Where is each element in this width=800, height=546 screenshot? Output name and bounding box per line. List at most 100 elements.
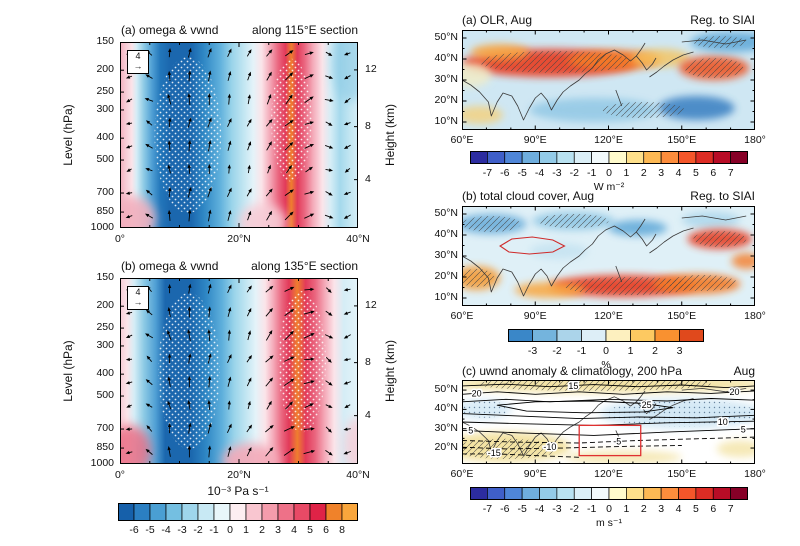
longitude-tick-label: 90°E xyxy=(523,310,547,322)
latitude-tick-label: 50°N xyxy=(434,31,458,43)
pressure-tick-label: 300 xyxy=(96,102,114,115)
colorbar-tick-label: -1 xyxy=(586,167,597,179)
latitude-tick-label: 30°N xyxy=(434,73,458,85)
latitude-tick-label: 0° xyxy=(114,469,126,481)
svg-text:20: 20 xyxy=(729,387,739,397)
latitude-tick-label: 20°N xyxy=(227,469,251,481)
svg-text:-15: -15 xyxy=(488,448,501,458)
latitude-tick-label: 40°N xyxy=(346,233,370,245)
svg-text:5: 5 xyxy=(741,425,746,435)
colorbar-tick-label: -4 xyxy=(534,503,545,515)
height-tick-label: 12 xyxy=(365,298,377,311)
colorbar-tick-label: 7 xyxy=(727,167,734,179)
height-tick-label: 4 xyxy=(365,172,371,185)
colorbar-tick-label: 0 xyxy=(606,503,612,515)
colorbar-tick-label: 3 xyxy=(658,503,665,515)
colorbar-tick-label: 6 xyxy=(323,524,329,536)
colorbar-tick-label: 6 xyxy=(710,167,717,179)
colorbar-tick-label: 0 xyxy=(603,345,609,357)
colorbar-tick-label: 3 xyxy=(658,167,665,179)
pressure-tick-label: 1000 xyxy=(90,457,114,469)
cs-b-ylabel: Level (hPa) xyxy=(61,340,75,402)
longitude-tick-label: 150°E xyxy=(667,310,697,322)
colorbar-tick-label: 5 xyxy=(307,524,313,536)
longitude-tick-label: 180° xyxy=(744,310,766,322)
longitude-tick-label: 120°E xyxy=(594,468,623,480)
svg-text:25: 25 xyxy=(642,400,652,410)
colorbar-tick-label: 1 xyxy=(623,167,630,179)
map-c-month-label: Aug xyxy=(733,364,755,378)
pressure-tick-label: 500 xyxy=(96,389,114,402)
map-b-reg-label: Reg. to SIAI xyxy=(690,189,755,203)
pressure-tick-label: 200 xyxy=(96,299,114,312)
colorbar-tick-label: 4 xyxy=(675,503,682,515)
colorbar-tick-label: -6 xyxy=(500,503,510,515)
latitude-tick-label: 0° xyxy=(114,233,126,245)
colorbar-tick-label: -4 xyxy=(534,167,545,179)
latitude-tick-label: 30°N xyxy=(434,249,458,261)
latitude-tick-label: 20°N xyxy=(227,233,251,245)
cs-a-vector-legend: 4 → xyxy=(127,50,149,74)
cs-b-vector-legend: 4 → xyxy=(127,286,149,310)
pressure-tick-label: 850 xyxy=(96,441,114,454)
pressure-tick-label: 300 xyxy=(96,338,114,351)
pressure-tick-label: 850 xyxy=(96,205,114,218)
longitude-tick-label: 60°E xyxy=(450,134,474,146)
map-plot-cloud-cover xyxy=(462,206,755,306)
colorbar-tick-label: -2 xyxy=(193,524,203,536)
svg-text:10: 10 xyxy=(718,417,728,427)
pressure-tick-label: 200 xyxy=(96,63,114,76)
cs-a-ylabel: Level (hPa) xyxy=(61,104,75,166)
cs-b-y2label: Height (km) xyxy=(383,339,397,403)
pressure-tick-label: 400 xyxy=(96,367,114,380)
colorbar-tick-label: 5 xyxy=(692,167,699,179)
map-b-colorbar-unit: % xyxy=(601,359,611,371)
cs-colorbar-title: 10⁻³ Pa s⁻¹ xyxy=(207,484,269,498)
pressure-tick-label: 1000 xyxy=(90,221,114,233)
colorbar-tick-label: 3 xyxy=(275,524,281,536)
cs-a-y2label: Height (km) xyxy=(383,103,397,167)
colorbar-tick-label: 3 xyxy=(676,345,683,357)
cloud-cover-colorbar xyxy=(508,329,704,342)
colorbar-tick-label: -1 xyxy=(586,503,597,515)
pressure-tick-label: 700 xyxy=(96,186,114,199)
vector-ref-arrow-icon: → xyxy=(133,60,143,71)
latitude-tick-label: 30°N xyxy=(434,421,458,434)
cs-b-title: (b) omega & vwnd xyxy=(121,259,219,273)
vector-ref-value: 4 xyxy=(135,51,141,61)
map-a-colorbar-unit: W m⁻² xyxy=(593,181,625,193)
colorbar-tick-label: -5 xyxy=(517,503,527,515)
colorbar-tick-label: -2 xyxy=(552,345,562,357)
longitude-tick-label: 120°E xyxy=(594,310,623,322)
map-a-title: (a) OLR, Aug xyxy=(462,13,533,27)
colorbar-tick-label: 6 xyxy=(710,503,717,515)
colorbar-tick-label: -7 xyxy=(482,167,493,179)
olr-colorbar xyxy=(470,151,748,164)
colorbar-tick-label: 2 xyxy=(652,345,658,357)
svg-text:5: 5 xyxy=(468,425,473,435)
colorbar-tick-label: 4 xyxy=(291,524,297,536)
pressure-tick-label: 250 xyxy=(96,85,114,98)
colorbar-tick-label: 0 xyxy=(606,167,612,179)
svg-text:-10: -10 xyxy=(543,442,556,452)
colorbar-tick-label: -1 xyxy=(209,524,219,536)
longitude-tick-label: 120°E xyxy=(594,134,623,146)
latitude-tick-label: 20°N xyxy=(434,441,458,454)
map-plot-olr xyxy=(462,30,755,130)
cs-a-title: (a) omega & vwnd xyxy=(121,23,219,37)
colorbar-tick-label: 1 xyxy=(623,503,630,515)
height-tick-label: 12 xyxy=(365,62,377,75)
colorbar-tick-label: -3 xyxy=(177,524,187,536)
latitude-tick-label: 40°N xyxy=(434,402,458,415)
latitude-tick-label: 50°N xyxy=(434,207,458,219)
longitude-tick-label: 180° xyxy=(744,468,766,480)
colorbar-tick-label: -3 xyxy=(527,345,538,357)
svg-text:-5: -5 xyxy=(613,436,621,446)
colorbar-tick-label: 1 xyxy=(627,345,634,357)
colorbar-tick-label: -2 xyxy=(569,167,579,179)
latitude-tick-label: 20°N xyxy=(434,270,458,282)
longitude-tick-label: 90°E xyxy=(523,468,547,480)
pressure-tick-label: 250 xyxy=(96,321,114,334)
cross-section-colorbar xyxy=(118,503,358,521)
colorbar-tick-label: 2 xyxy=(640,167,647,179)
